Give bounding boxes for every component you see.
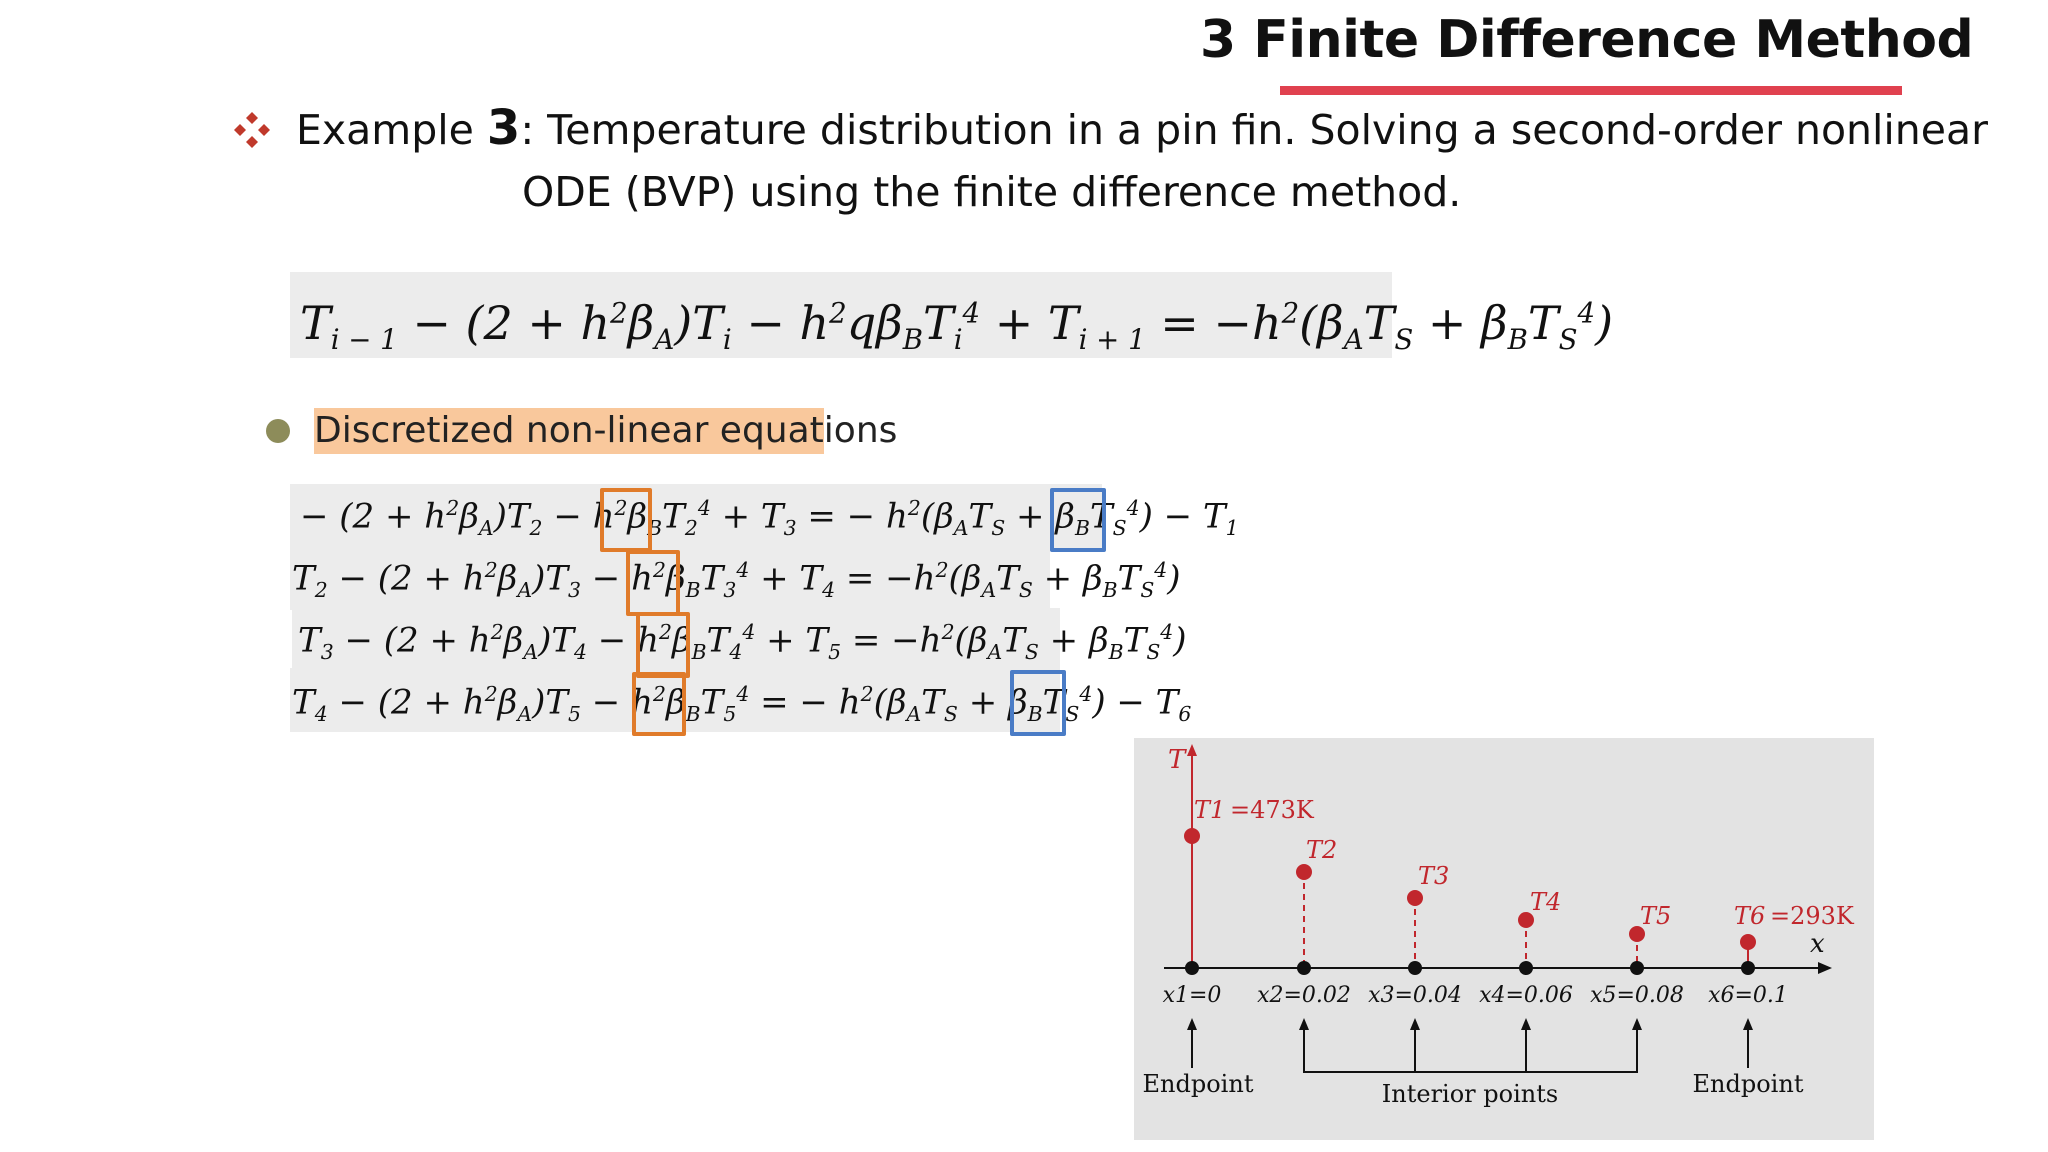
example-line2: ODE (BVP) using the finite difference me… bbox=[522, 168, 1462, 216]
temperature-point bbox=[1296, 864, 1312, 880]
bullet-dot bbox=[266, 419, 290, 443]
example-heading: Example 3: Temperature distribution in a… bbox=[296, 100, 1988, 156]
grid-node bbox=[1408, 961, 1422, 975]
grid-node bbox=[1185, 961, 1199, 975]
label-t2: T2 bbox=[1306, 836, 1337, 864]
grid-node bbox=[1741, 961, 1755, 975]
label-t6: T6 bbox=[1734, 902, 1765, 930]
diamond-bullet-icon bbox=[234, 112, 270, 148]
equation-row-bg bbox=[290, 668, 1060, 732]
label-t4: T4 bbox=[1530, 888, 1561, 916]
temperature-point bbox=[1518, 912, 1534, 928]
equation-row-bg bbox=[292, 608, 1060, 670]
example-prefix: Example bbox=[296, 106, 474, 154]
label-t5: T5 bbox=[1640, 902, 1671, 930]
x-axis-arrow-icon bbox=[1818, 962, 1832, 974]
nonlinear-term-box bbox=[632, 672, 686, 736]
diagram-svg: T x T1 =473K T2 T3 T4 T5 T6 =293K bbox=[1143, 744, 1855, 1108]
discretized-equation-2: T2 − (2 + h2βA)T3 − h2βBT34 + T4 = −h2(β… bbox=[292, 558, 1181, 603]
temperature-point bbox=[1184, 828, 1200, 844]
grid-node bbox=[1297, 961, 1311, 975]
equation-row-bg bbox=[290, 548, 1050, 610]
example-line1: : Temperature distribution in a pin fin.… bbox=[520, 106, 1988, 154]
equation-row-bg bbox=[290, 484, 1102, 550]
main-equation-box bbox=[290, 272, 1392, 358]
example-number: 3 bbox=[486, 100, 521, 156]
endpoint-left-label: Endpoint bbox=[1143, 1070, 1254, 1098]
text-highlight bbox=[314, 408, 824, 454]
x-label: x6=0.1 bbox=[1708, 983, 1788, 1008]
x-label: x2=0.02 bbox=[1257, 983, 1351, 1008]
boundary-term-box bbox=[1050, 488, 1106, 552]
t-axis-arrow-icon bbox=[1187, 744, 1197, 756]
x-axis-label: x bbox=[1810, 929, 1825, 959]
value-t1: =473K bbox=[1230, 796, 1315, 824]
interior-points-label: Interior points bbox=[1382, 1080, 1558, 1108]
slide-title: 3 Finite Difference Method bbox=[1200, 10, 1974, 70]
x-label: x5=0.08 bbox=[1590, 983, 1684, 1008]
nonlinear-term-box bbox=[626, 550, 680, 616]
grid-node bbox=[1519, 961, 1533, 975]
x-label: x1=0 bbox=[1163, 983, 1222, 1008]
discretized-equation-4: T4 − (2 + h2βA)T5 − h2βBT54 = − h2(βATS … bbox=[292, 682, 1192, 727]
x-label: x3=0.04 bbox=[1368, 983, 1462, 1008]
main-equation: Ti − 1 − (2 + h2βA)Ti − h2qβBTi4 + Ti + … bbox=[300, 296, 1614, 357]
nonlinear-term-box bbox=[600, 488, 652, 552]
label-t3: T3 bbox=[1418, 862, 1449, 890]
temperature-point bbox=[1407, 890, 1423, 906]
endpoint-right-label: Endpoint bbox=[1693, 1070, 1804, 1098]
arrowhead-icon bbox=[1299, 1018, 1309, 1030]
discretized-equation-1: − (2 + h2βA)T2 − h2βBT24 + T3 = − h2(βAT… bbox=[300, 496, 1239, 541]
boundary-term-box bbox=[1010, 670, 1066, 736]
temperature-point bbox=[1629, 926, 1645, 942]
arrowhead-icon bbox=[1187, 1018, 1197, 1030]
t-axis-label: T bbox=[1168, 745, 1187, 775]
title-underline bbox=[1280, 86, 1902, 95]
interior-bracket bbox=[1303, 1024, 1638, 1073]
discretized-equation-3: T3 − (2 + h2βA)T4 − h2βBT44 + T5 = −h2(β… bbox=[298, 620, 1187, 665]
bullet-text: Discretized non-linear equations bbox=[314, 410, 898, 451]
grid-node bbox=[1630, 961, 1644, 975]
temperature-point bbox=[1740, 934, 1756, 950]
nonlinear-term-box bbox=[636, 612, 690, 678]
arrowhead-icon bbox=[1521, 1018, 1531, 1030]
x-label: x4=0.06 bbox=[1479, 983, 1573, 1008]
label-t1: T1 bbox=[1194, 796, 1225, 824]
grid-point-diagram: T x T1 =473K T2 T3 T4 T5 T6 =293K bbox=[1134, 738, 1874, 1140]
arrowhead-icon bbox=[1632, 1018, 1642, 1030]
value-t6: =293K bbox=[1770, 902, 1855, 930]
arrowhead-icon bbox=[1410, 1018, 1420, 1030]
arrowhead-icon bbox=[1743, 1018, 1753, 1030]
